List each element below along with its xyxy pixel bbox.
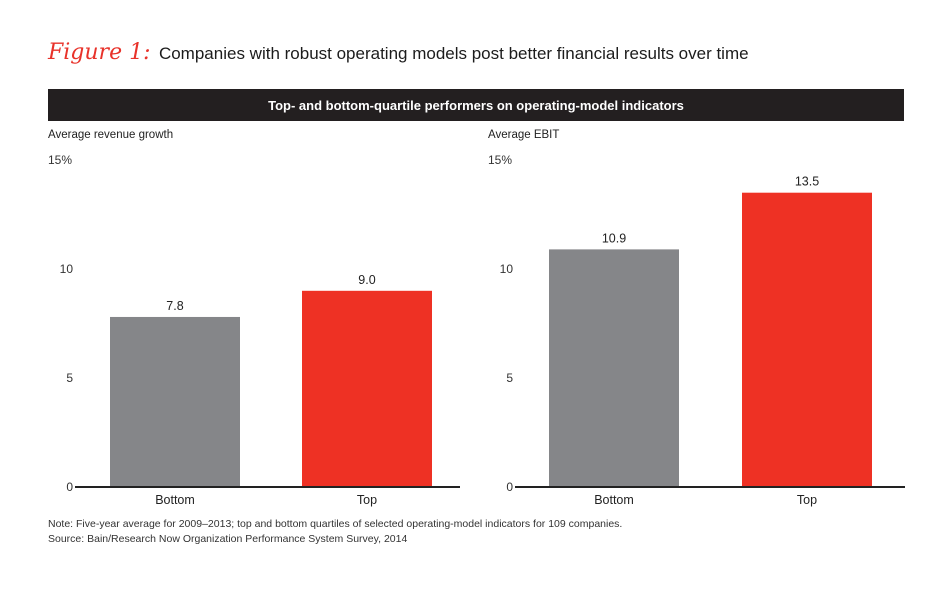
- ebit-category-label: Bottom: [594, 493, 634, 507]
- ebit-ytick-label: 10: [500, 262, 514, 276]
- revenue-growth-chart: Average revenue growth 0 5 10 15% 7.8 Bottom 9.…: [48, 129, 460, 507]
- revenue-ytick-label: 0: [66, 480, 73, 494]
- revenue-bar-bottom: [110, 316, 240, 487]
- revenue-value-label: 7.8: [166, 299, 183, 313]
- source-note: Source: Bain/Research Now Organization P…: [48, 533, 408, 545]
- revenue-bar-top: [302, 290, 432, 487]
- ebit-value-label: 13.5: [795, 175, 819, 189]
- ebit-ytick-label: 0: [506, 480, 513, 494]
- revenue-ytick-label: 5: [66, 371, 73, 385]
- ebit-chart: Average EBIT 0 5 10 15% 10.9 Bottom 13.5 Top: [488, 129, 905, 507]
- revenue-axis-title: Average revenue growth: [48, 129, 173, 141]
- revenue-ytick-label: 15%: [48, 153, 72, 167]
- ebit-category-label: Top: [797, 493, 817, 507]
- ebit-bar-top: [742, 192, 872, 487]
- revenue-category-label: Bottom: [155, 493, 195, 507]
- ebit-bar-bottom: [549, 249, 679, 487]
- figure-title-text: Companies with robust operating models p…: [158, 44, 749, 63]
- footnote: Note: Five-year average for 2009–2013; t…: [48, 518, 623, 530]
- revenue-value-label: 9.0: [358, 273, 375, 287]
- figure-title: Figure 1: Companies with robust operatin…: [48, 40, 749, 65]
- figure-label: Figure 1:: [48, 40, 151, 65]
- charts-svg: Average revenue growth 0 5 10 15% 7.8 Bottom 9.…: [48, 129, 905, 507]
- ebit-ytick-label: 5: [506, 371, 513, 385]
- ebit-value-label: 10.9: [602, 231, 626, 245]
- revenue-category-label: Top: [357, 493, 377, 507]
- ebit-axis-title: Average EBIT: [488, 129, 559, 141]
- banner-text: Top- and bottom-quartile performers on o…: [268, 97, 684, 113]
- chart-banner: Top- and bottom-quartile performers on o…: [48, 89, 904, 121]
- ebit-ytick-label: 15%: [488, 153, 512, 167]
- revenue-ytick-label: 10: [60, 262, 74, 276]
